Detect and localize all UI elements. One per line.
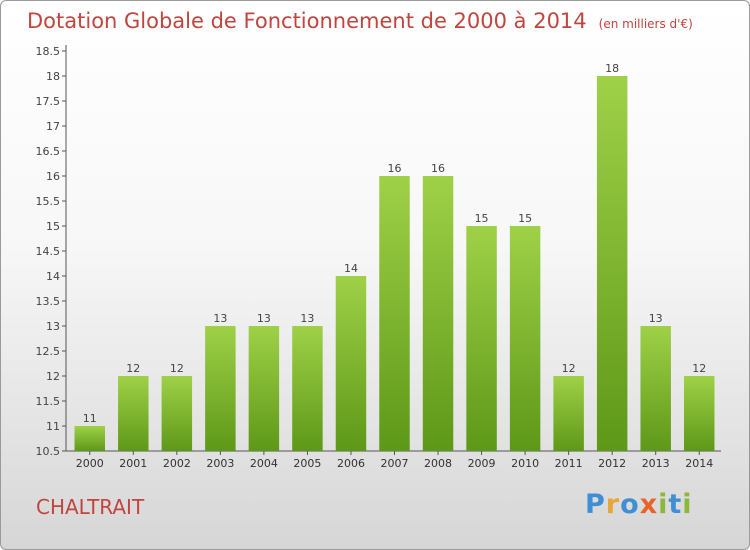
bar-value-label: 12 xyxy=(170,362,184,375)
bar xyxy=(466,226,497,451)
y-tick-label: 15 xyxy=(46,220,60,233)
chart-bars xyxy=(74,76,715,451)
proxiti-logo: Proxiti xyxy=(585,489,693,520)
bar-value-label: 13 xyxy=(649,312,663,325)
logo-letter: x xyxy=(639,489,659,520)
bar xyxy=(379,176,410,451)
bar-value-label: 14 xyxy=(344,262,358,275)
bar xyxy=(248,326,280,451)
x-tick-label: 2004 xyxy=(250,457,278,470)
logo-letter: r xyxy=(605,489,621,520)
logo-letter: o xyxy=(620,489,640,520)
chart-subtitle: (en milliers d'€) xyxy=(598,17,693,31)
y-tick-label: 13.5 xyxy=(36,295,61,308)
bar-value-label: 13 xyxy=(213,312,227,325)
chart-axes: 10.5 11 11.5 12 12.5 13 13.5 14 14.5 15 15.5 16 16.5… xyxy=(36,45,721,470)
x-tick-label: 2006 xyxy=(337,457,365,470)
y-tick-label: 11.5 xyxy=(36,395,61,408)
bar xyxy=(161,376,193,451)
x-tick-label: 2001 xyxy=(119,457,147,470)
y-tick-label: 14.5 xyxy=(36,245,61,258)
bar-value-label: 12 xyxy=(126,362,140,375)
x-tick-label: 2012 xyxy=(598,457,626,470)
x-tick-label: 2007 xyxy=(381,457,409,470)
logo-letter: t xyxy=(668,489,683,520)
y-tick-label: 14 xyxy=(46,270,60,283)
logo-letter: i xyxy=(682,489,693,520)
bar-value-label: 16 xyxy=(431,162,445,175)
x-tick-label: 2014 xyxy=(685,457,713,470)
x-tick-label: 2003 xyxy=(206,457,234,470)
bar-value-label: 13 xyxy=(257,312,271,325)
bar-value-label: 12 xyxy=(692,362,706,375)
bar xyxy=(553,376,584,451)
y-tick-label: 13 xyxy=(46,320,60,333)
x-tick-label: 2013 xyxy=(642,457,670,470)
y-tick-label: 12 xyxy=(46,370,60,383)
bar xyxy=(292,326,323,451)
x-tick-label: 2009 xyxy=(468,457,496,470)
y-tick-label: 18.5 xyxy=(36,45,61,58)
chart-data-labels: 11 12 12 13 13 13 14 16 16 15 15 12 18 13 12 xyxy=(83,62,706,425)
chart-title: Dotation Globale de Fonctionnement de 20… xyxy=(27,9,693,33)
logo-letter: P xyxy=(585,489,606,520)
y-tick-label: 18 xyxy=(46,70,60,83)
y-tick-label: 10.5 xyxy=(36,445,61,458)
x-tick-label: 2000 xyxy=(76,457,104,470)
bar-value-label: 18 xyxy=(605,62,619,75)
y-tick-label: 15.5 xyxy=(36,195,61,208)
y-tick-label: 12.5 xyxy=(36,345,61,358)
x-tick-label: 2010 xyxy=(511,457,539,470)
bar-value-label: 13 xyxy=(300,312,314,325)
bar xyxy=(640,326,671,451)
logo-letter: i xyxy=(658,489,669,520)
chart-title-text: Dotation Globale de Fonctionnement de 20… xyxy=(27,9,587,33)
x-tick-label: 2005 xyxy=(293,457,321,470)
bar xyxy=(205,326,236,451)
bar-value-label: 15 xyxy=(518,212,532,225)
bar xyxy=(422,176,454,451)
bar xyxy=(118,376,149,451)
y-tick-label: 17 xyxy=(46,120,60,133)
y-tick-label: 17.5 xyxy=(36,95,61,108)
y-tick-label: 16.5 xyxy=(36,145,61,158)
bar xyxy=(74,426,106,451)
x-tick-label: 2011 xyxy=(555,457,583,470)
bar xyxy=(509,226,541,451)
bar-value-label: 16 xyxy=(388,162,402,175)
bar xyxy=(596,76,628,451)
bar-value-label: 15 xyxy=(475,212,489,225)
y-tick-label: 11 xyxy=(46,420,60,433)
bar xyxy=(335,276,367,451)
bar xyxy=(683,376,715,451)
bar-value-label: 12 xyxy=(562,362,576,375)
bar-value-label: 11 xyxy=(83,412,97,425)
x-tick-label: 2008 xyxy=(424,457,452,470)
commune-name: CHALTRAIT xyxy=(36,495,145,519)
y-tick-label: 16 xyxy=(46,170,60,183)
x-tick-label: 2002 xyxy=(163,457,191,470)
